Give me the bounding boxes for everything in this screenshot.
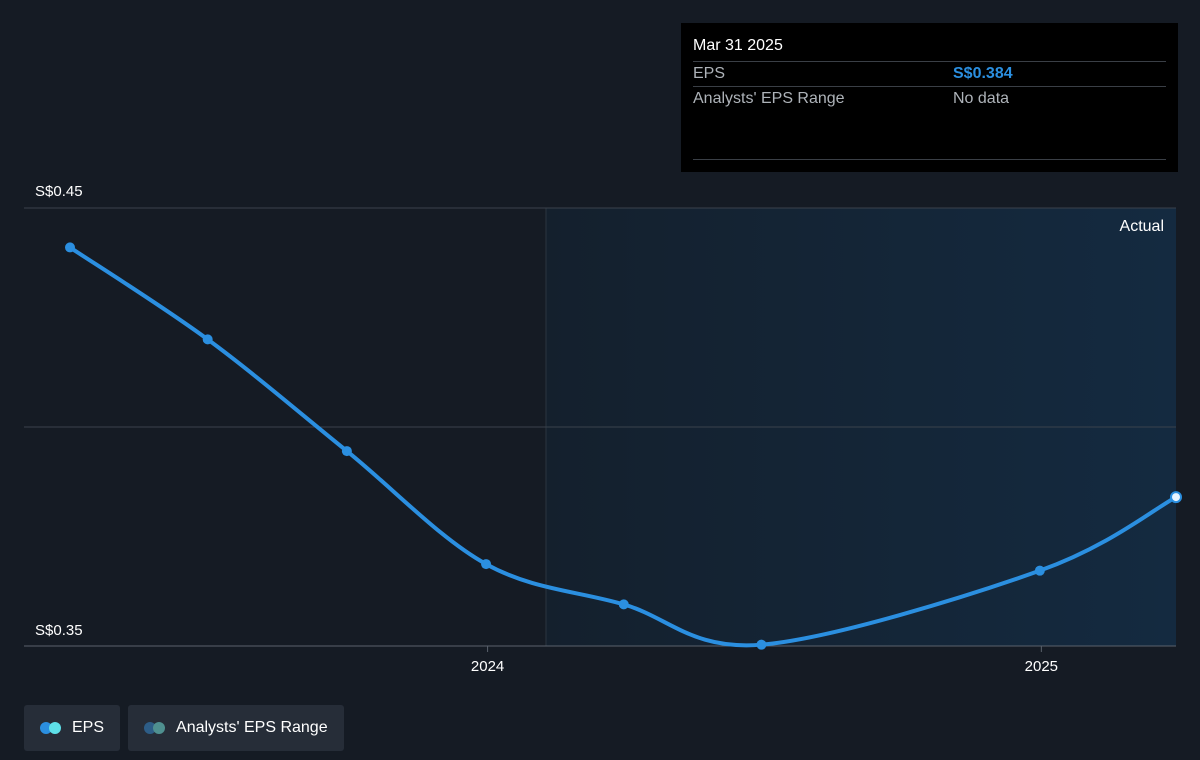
tooltip-row-range: Analysts' EPS Range No data (693, 86, 1166, 111)
x-tick-label: 2025 (1025, 658, 1058, 675)
eps-point[interactable] (341, 446, 352, 457)
tooltip-divider (693, 159, 1166, 160)
eps-point-highlighted[interactable] (1170, 491, 1182, 504)
actual-label: Actual (1120, 218, 1164, 235)
tooltip-range-value: No data (953, 90, 1010, 107)
gridlines (24, 207, 1176, 647)
eps-point[interactable] (756, 639, 767, 650)
eps-legend-dot-2 (49, 722, 61, 734)
legend-item-range[interactable]: Analysts' EPS Range (128, 705, 344, 751)
eps-point[interactable] (1034, 565, 1045, 576)
eps-point[interactable] (65, 242, 75, 253)
tooltip-eps-value: S$0.384 (953, 65, 1013, 82)
legend: EPS Analysts' EPS Range (24, 705, 344, 751)
tooltip-date: Mar 31 2025 (693, 37, 783, 54)
range-legend-icon (144, 722, 166, 734)
legend-eps-label: EPS (72, 719, 105, 736)
x-tick-label: 2024 (471, 658, 504, 675)
eps-point[interactable] (202, 334, 213, 345)
y-tick-label: S$0.35 (35, 622, 83, 639)
eps-points (65, 242, 1182, 650)
eps-legend-icon (40, 722, 62, 734)
legend-item-eps[interactable]: EPS (24, 705, 121, 751)
x-axis-labels: 2024 2025 (471, 646, 1058, 675)
legend-range-label: Analysts' EPS Range (176, 719, 328, 736)
tooltip-range-label: Analysts' EPS Range (693, 90, 845, 107)
y-axis-labels: S$0.45 S$0.35 (35, 183, 83, 639)
tooltip: Mar 31 2025 EPS S$0.384 Analysts' EPS Ra… (681, 23, 1178, 172)
tooltip-eps-label: EPS (693, 65, 726, 82)
y-tick-label: S$0.45 (35, 183, 83, 200)
eps-point[interactable] (481, 559, 492, 570)
tooltip-row-eps: EPS S$0.384 (693, 61, 1166, 86)
eps-point[interactable] (618, 599, 629, 610)
eps-line (68, 245, 1178, 648)
range-legend-dot-2 (153, 722, 166, 734)
